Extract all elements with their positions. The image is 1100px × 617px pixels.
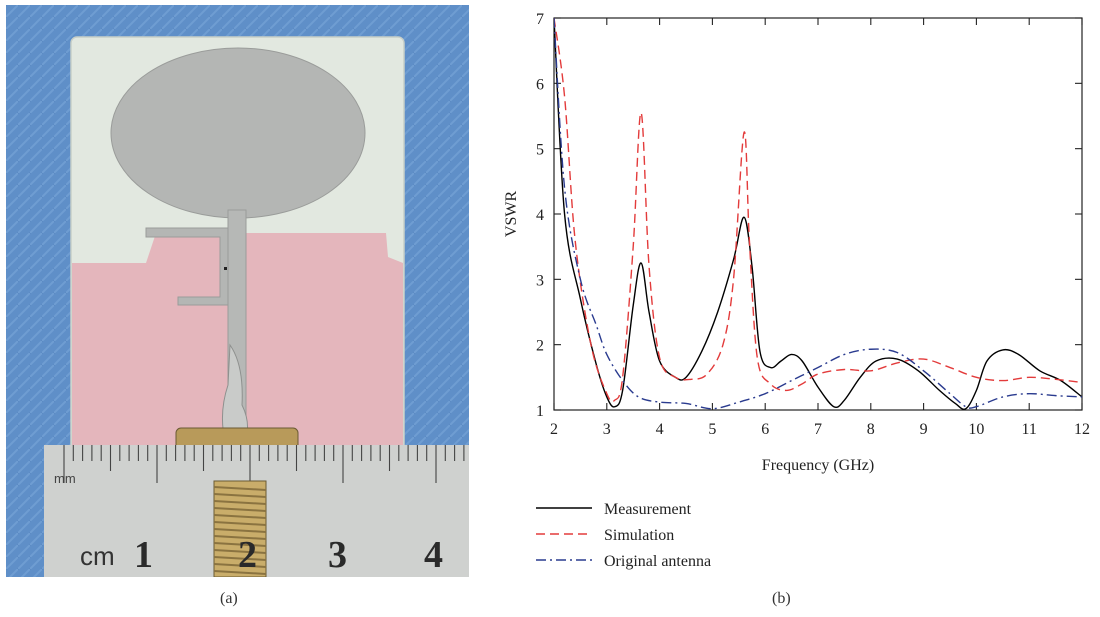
thread-line [213, 549, 267, 554]
thread-line [213, 528, 267, 533]
x-tick-label: 11 [1021, 421, 1036, 438]
x-axis: 2 3 4 5 6 7 8 9 10 11 12 [550, 18, 1090, 438]
thread-line [213, 570, 267, 575]
caption-a: (a) [220, 590, 238, 607]
thread-line [213, 514, 267, 519]
ruler-number-4: 4 [424, 534, 443, 576]
x-axis-label: Frequency (GHz) [762, 457, 874, 474]
y-tick-label: 5 [536, 142, 544, 159]
y-tick-label: 4 [536, 207, 544, 224]
x-tick-label: 5 [708, 421, 716, 438]
legend-label: Measurement [604, 501, 692, 518]
x-tick-label: 9 [920, 421, 928, 438]
y-tick-label: 2 [536, 338, 544, 355]
thread-line [213, 563, 267, 568]
y-axis: 1 2 3 4 5 6 7 [536, 11, 1082, 420]
legend: Measurement Simulation Original antenna [536, 501, 711, 570]
x-tick-label: 2 [550, 421, 558, 438]
sma-thread-lines [213, 486, 267, 575]
elliptical-patch [110, 47, 366, 219]
series-line-simulation [554, 18, 1082, 403]
thread-line [213, 486, 267, 491]
ruler-number-3: 3 [328, 534, 347, 576]
x-tick-label: 7 [814, 421, 822, 438]
series-layer [554, 18, 1082, 410]
plot-frame [553, 17, 1083, 411]
ruler-unit-cm: cm [80, 541, 115, 571]
ruler-ticks [63, 445, 465, 483]
ruler-number-1: 1 [134, 534, 153, 576]
x-tick-label: 6 [761, 421, 769, 438]
thread-line [213, 556, 267, 561]
y-tick-label: 7 [536, 11, 544, 28]
x-tick-label: 4 [656, 421, 664, 438]
legend-label: Original antenna [604, 553, 711, 570]
y-tick-label: 6 [536, 76, 544, 93]
thread-line [213, 507, 267, 512]
x-tick-label: 3 [603, 421, 611, 438]
thread-line [213, 535, 267, 540]
thread-line [213, 493, 267, 498]
antenna-photo: mm cm 1 2 3 4 [6, 5, 469, 577]
series-line-original-antenna [554, 18, 1082, 410]
y-tick-label: 3 [536, 272, 544, 289]
y-axis-label: VSWR [503, 191, 520, 238]
via-dot [224, 267, 227, 270]
legend-label: Simulation [604, 527, 674, 544]
x-tick-label: 8 [867, 421, 875, 438]
ruler-unit-mm: mm [54, 471, 76, 486]
stub-resonator [145, 227, 229, 306]
x-tick-label: 10 [968, 421, 984, 438]
thread-line [213, 500, 267, 505]
y-tick-label: 1 [536, 403, 544, 420]
thread-line [213, 521, 267, 526]
ruler-number-2: 2 [238, 534, 257, 576]
x-tick-label: 12 [1074, 421, 1090, 438]
caption-b: (b) [772, 590, 791, 607]
thread-line [213, 542, 267, 547]
series-line-measurement [554, 18, 1082, 410]
